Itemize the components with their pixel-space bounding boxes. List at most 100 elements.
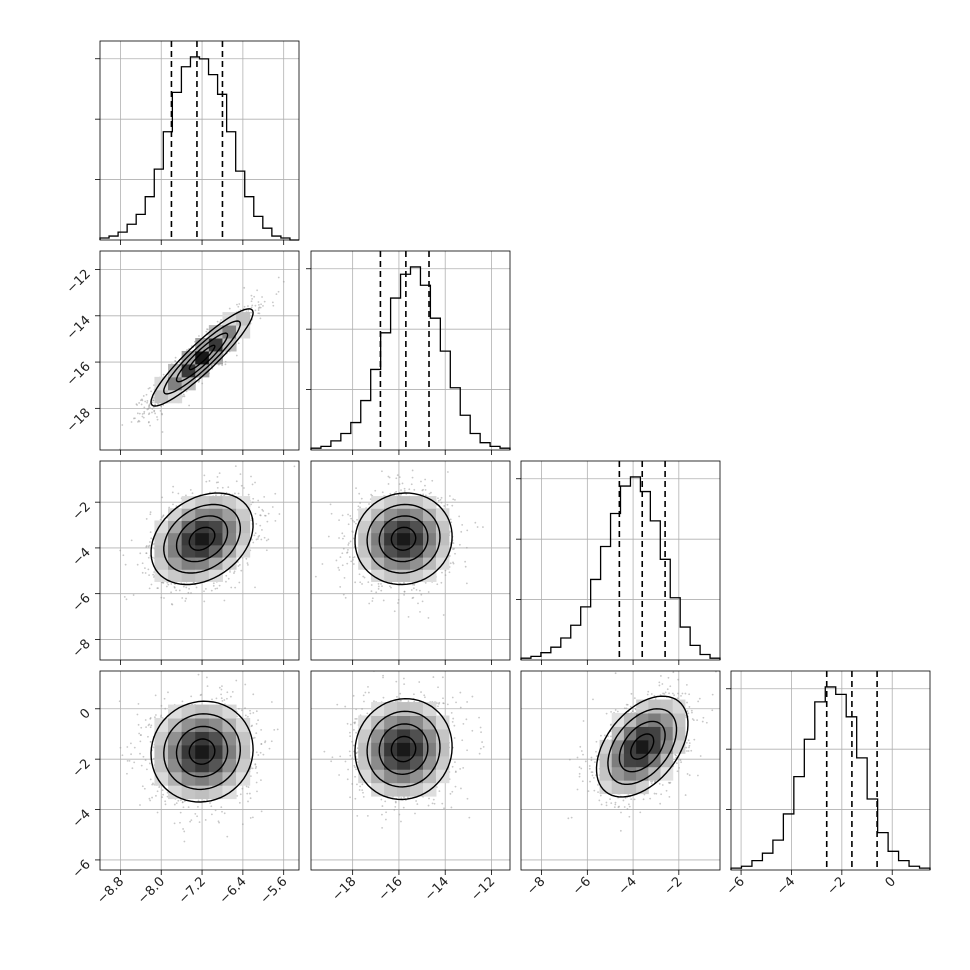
sample-point — [187, 591, 190, 594]
contour-2 — [163, 503, 241, 574]
panel-frame — [310, 460, 511, 661]
sample-point — [132, 594, 135, 596]
sample-point — [150, 724, 153, 727]
sample-point — [446, 503, 449, 506]
sample-point — [272, 304, 275, 307]
sample-point — [154, 412, 157, 415]
density-cell — [181, 569, 196, 582]
sample-point — [254, 586, 256, 589]
sample-point — [258, 534, 261, 537]
sample-point — [339, 586, 342, 588]
sample-point — [214, 587, 217, 590]
sample-point — [415, 589, 418, 591]
sample-point — [147, 387, 150, 390]
sample-point — [243, 305, 246, 308]
sample-point — [170, 603, 173, 605]
sample-point — [424, 488, 427, 491]
density-cell — [208, 496, 223, 509]
sample-point — [141, 399, 144, 402]
sample-point — [224, 360, 227, 363]
contour-0 — [390, 526, 417, 551]
sample-point — [259, 751, 262, 754]
sample-point — [347, 513, 349, 516]
sample-point — [215, 494, 217, 497]
sample-point — [203, 474, 206, 477]
sample-point — [442, 614, 445, 616]
sample-point — [250, 519, 253, 522]
sample-point — [236, 303, 238, 306]
sample-point — [371, 597, 374, 600]
histogram-1 — [310, 266, 511, 450]
sample-point — [339, 556, 342, 559]
sample-point — [226, 691, 229, 694]
sample-point — [293, 465, 296, 468]
sample-point — [347, 542, 350, 545]
panel-frame — [99, 40, 300, 241]
sample-point — [126, 772, 128, 775]
density-cell — [222, 496, 237, 509]
joint-panel-1-0 — [99, 250, 300, 451]
sample-point — [381, 585, 383, 588]
sample-point — [400, 493, 402, 496]
sample-point — [255, 765, 258, 768]
sample-point — [229, 695, 232, 698]
sample-point — [195, 586, 198, 589]
sample-point — [140, 764, 143, 767]
sample-point — [327, 535, 330, 538]
sample-point — [358, 573, 361, 576]
sample-point — [259, 317, 262, 320]
sample-point — [240, 484, 243, 487]
sample-point — [174, 360, 176, 362]
sample-point — [407, 615, 410, 618]
sample-point — [150, 537, 153, 540]
density-cell — [435, 544, 450, 558]
sample-point — [151, 783, 154, 786]
sample-point — [377, 582, 380, 585]
sample-point — [220, 688, 223, 691]
sample-point — [441, 571, 443, 574]
sample-point — [198, 379, 201, 382]
panel-frame — [520, 460, 721, 661]
sample-point — [143, 406, 146, 409]
contour-2 — [366, 503, 441, 574]
sample-point — [329, 503, 332, 506]
sample-point — [143, 410, 146, 413]
sample-point — [330, 512, 333, 515]
sample-point — [398, 476, 401, 479]
sample-point — [370, 584, 373, 586]
joint-panel-2-0 — [99, 460, 300, 661]
sample-point — [122, 554, 125, 557]
sample-point — [452, 498, 455, 501]
sample-point — [368, 602, 371, 605]
sample-point — [172, 485, 175, 488]
sample-point — [348, 556, 351, 558]
density-cell — [397, 508, 411, 521]
sample-point — [448, 571, 451, 574]
sample-point — [474, 521, 477, 524]
sample-point — [121, 424, 124, 426]
sample-point — [161, 496, 164, 499]
sample-point — [234, 492, 236, 495]
sample-point — [151, 411, 153, 414]
sample-point — [147, 568, 150, 571]
sample-point — [424, 581, 427, 584]
sample-point — [227, 486, 230, 489]
sample-point — [179, 361, 181, 364]
sample-point — [178, 589, 181, 592]
sample-point — [204, 819, 207, 821]
sample-point — [149, 513, 152, 516]
sample-point — [223, 812, 226, 815]
sample-point — [184, 600, 187, 602]
sample-point — [251, 297, 254, 300]
sample-point — [420, 593, 423, 596]
sample-point — [165, 585, 168, 588]
sample-point — [253, 295, 256, 298]
sample-point — [411, 476, 414, 479]
sample-point — [261, 296, 263, 298]
sample-point — [265, 549, 268, 552]
sample-point — [397, 494, 400, 497]
sample-point — [164, 803, 167, 806]
sample-point — [451, 504, 454, 507]
sample-point — [370, 590, 373, 593]
sample-point — [261, 529, 263, 531]
